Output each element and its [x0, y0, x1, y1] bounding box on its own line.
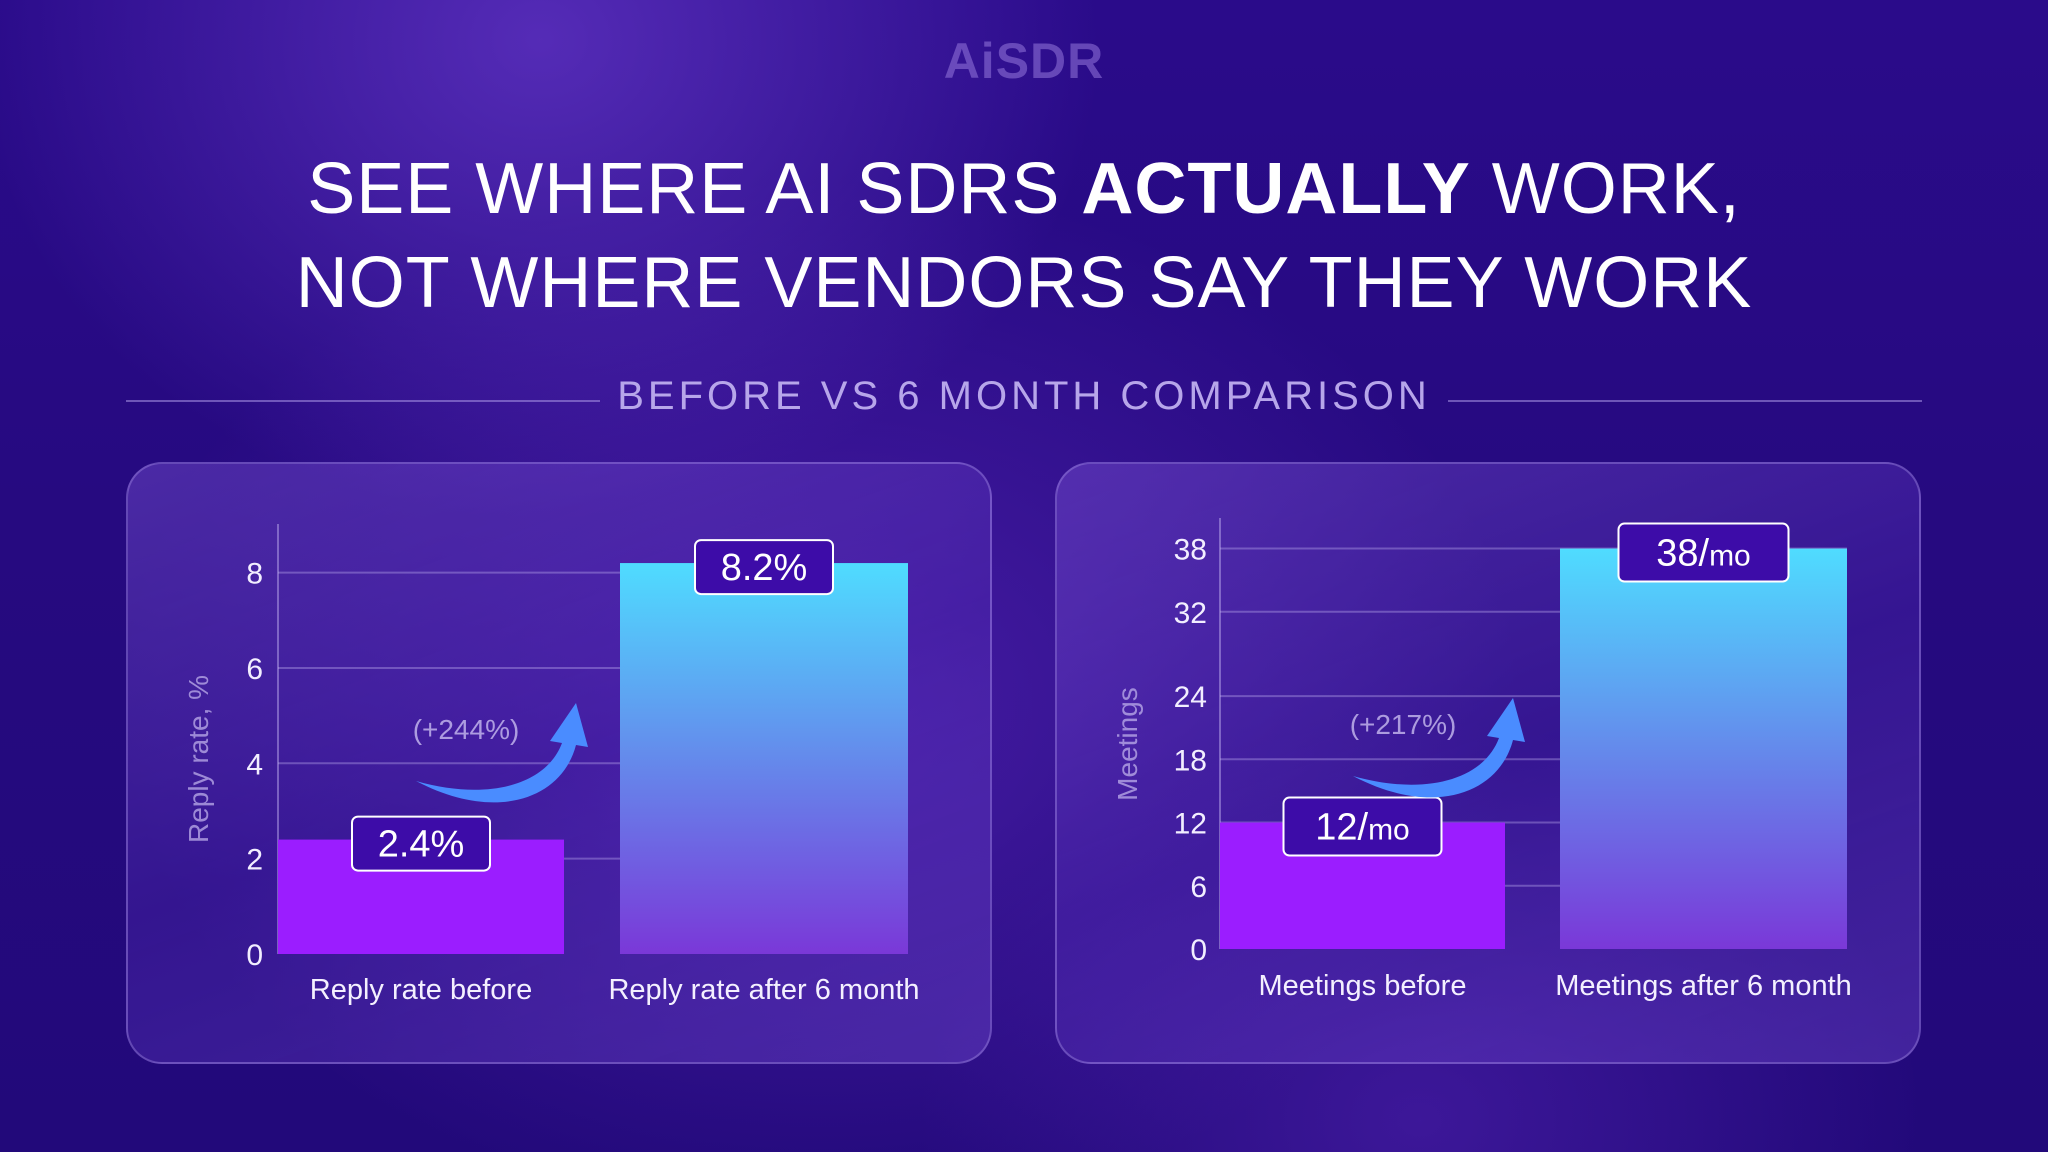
value-label: 12/mo [1315, 807, 1410, 849]
y-tick-label: 24 [1174, 681, 1207, 714]
y-tick-label: 6 [246, 653, 263, 686]
value-label-box [694, 539, 834, 596]
category-label: Meetings after 6 month [1555, 970, 1852, 1002]
value-label: 2.4% [378, 824, 465, 866]
y-tick-label: 4 [246, 748, 263, 781]
divider-right [1448, 400, 1922, 402]
value-label-box [1617, 522, 1790, 583]
y-tick-label: 18 [1174, 744, 1207, 777]
headline-line-1: SEE WHERE AI SDRS ACTUALLY WORK, [0, 148, 2048, 230]
headline-line-2: NOT WHERE VENDORS SAY THEY WORK [295, 243, 1753, 323]
y-tick-label: 6 [1190, 871, 1207, 904]
headline-emphasis: ACTUALLY [1081, 149, 1471, 229]
headline-line-1-start: SEE WHERE AI SDRS [307, 149, 1082, 229]
reply-rate-chart-panel: 0 2 4 6 8 Reply rate, % Reply rate before 2.4% R… [126, 462, 992, 1064]
aisdr-logo: AiSDR [943, 33, 1105, 89]
y-axis-label: Reply rate, % [183, 675, 214, 843]
growth-annotation: (+244%) [413, 714, 520, 745]
meetings-chart: 0 6 12 18 24 32 38 Meetings Meetings before 12/mo… [1112, 518, 1852, 1002]
value-label: 8.2% [721, 547, 808, 589]
value-unit: mo [1368, 814, 1410, 847]
bar-after [620, 563, 908, 954]
y-tick-label: 8 [246, 558, 263, 591]
category-label: Reply rate after 6 month [608, 974, 919, 1006]
y-tick-label: 0 [246, 939, 263, 972]
value-label-box [1282, 796, 1443, 857]
y-tick-label: 12 [1174, 808, 1207, 841]
comparison-subtitle: BEFORE VS 6 MONTH COMPARISON [617, 374, 1431, 418]
value-number: 12/ [1315, 807, 1368, 849]
value-label: 38/mo [1656, 533, 1751, 575]
bar-after [1560, 548, 1847, 949]
growth-annotation: (+217%) [1350, 709, 1457, 740]
y-tick-label: 0 [1190, 934, 1207, 967]
headline-line-1-end: WORK, [1470, 149, 1741, 229]
category-label: Reply rate before [310, 974, 532, 1006]
y-tick-label: 2 [246, 844, 263, 877]
y-axis-label: Meetings [1112, 687, 1143, 801]
y-tick-label: 38 [1174, 534, 1207, 567]
meetings-chart-panel: 0 6 12 18 24 32 38 Meetings Meetings before 12/mo… [1055, 462, 1921, 1064]
growth-arrow-icon [1353, 698, 1525, 798]
value-unit: mo [1709, 540, 1751, 573]
reply-rate-chart: 0 2 4 6 8 Reply rate, % Reply rate before 2.4% R… [183, 524, 920, 1006]
category-label: Meetings before [1259, 970, 1467, 1002]
growth-arrow-icon [416, 703, 588, 803]
y-tick-label: 32 [1174, 597, 1207, 630]
divider-left [126, 400, 600, 402]
value-number: 38/ [1656, 533, 1709, 575]
comparison-subtitle-row: BEFORE VS 6 MONTH COMPARISON [126, 374, 1922, 424]
value-label-box [351, 815, 491, 872]
